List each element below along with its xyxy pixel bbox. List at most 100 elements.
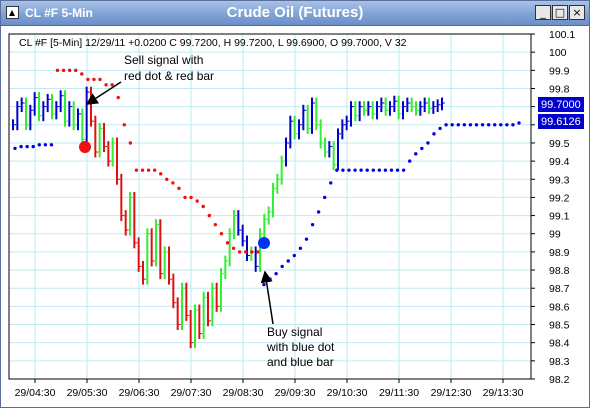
signal-dot-16 <box>110 83 114 87</box>
buy-label-line-1: Buy signal <box>267 325 322 339</box>
signal-dot-65 <box>407 159 412 163</box>
signal-dot-18 <box>122 123 127 127</box>
signal-dot-40 <box>256 250 260 254</box>
signal-dots <box>13 68 521 287</box>
signal-dot-13 <box>92 77 96 82</box>
signal-dot-52 <box>329 181 333 185</box>
y-tick-label-0: 98.2 <box>549 374 570 386</box>
signal-dot-76 <box>474 123 479 127</box>
y-tick-label-1: 98.3 <box>549 356 570 368</box>
signal-dot-74 <box>462 123 467 127</box>
x-tick-label-4: 29/08:30 <box>223 387 264 399</box>
y-tick-label-16: 99.8 <box>549 83 570 95</box>
x-tick-label-2: 29/06:30 <box>119 387 160 399</box>
price-badge-stop-bg <box>538 114 584 129</box>
signal-dot-39 <box>250 250 254 254</box>
price-bars <box>12 86 445 349</box>
x-tick-label-3: 29/07:30 <box>171 387 212 399</box>
symbol-label: CL #F 5-Min <box>25 6 93 20</box>
signal-dot-72 <box>450 123 454 127</box>
signal-dot-61 <box>383 168 388 172</box>
x-tick-label-0: 29/04:30 <box>15 387 56 399</box>
signal-dot-81 <box>505 123 509 127</box>
signal-dot-2 <box>25 144 29 149</box>
signal-dot-56 <box>353 168 357 172</box>
signal-dot-58 <box>365 168 369 172</box>
signal-dot-5 <box>43 143 48 147</box>
sell-label-line-2: red dot & red bar <box>124 69 214 83</box>
signal-dot-46 <box>292 253 297 258</box>
signal-dot-24 <box>159 172 163 176</box>
sell-label-line-1: Sell signal with <box>124 53 203 67</box>
maximize-button[interactable]: □ <box>552 5 568 20</box>
x-tick-label-7: 29/11:30 <box>379 387 419 399</box>
signal-dot-15 <box>104 83 108 87</box>
signal-dot-63 <box>395 168 400 172</box>
x-tick-label-5: 29/09:30 <box>275 387 316 399</box>
signal-dot-54 <box>341 168 345 172</box>
signal-dot-48 <box>304 237 309 241</box>
signal-dot-67 <box>420 146 424 151</box>
close-button[interactable]: × <box>569 5 585 20</box>
signal-dot-38 <box>244 250 248 254</box>
window-title: Crude Oil (Futures) <box>226 4 364 21</box>
y-tick-label-9: 99.1 <box>549 211 570 223</box>
signal-dot-51 <box>322 195 327 200</box>
signal-dot-43 <box>274 271 278 276</box>
signal-dot-79 <box>493 123 497 127</box>
signal-dot-36 <box>231 246 236 250</box>
signal-dot-37 <box>237 250 242 254</box>
x-tick-label-9: 29/13:30 <box>483 387 524 399</box>
y-axis: 98.2 98.3 98.4 98.5 98.6 98.7 98.8 98.9 99 99.1 99… <box>531 29 575 386</box>
signal-dot-6 <box>49 143 54 147</box>
signal-dot-30 <box>195 199 199 203</box>
signal-dot-47 <box>298 246 303 250</box>
chart-app-icon <box>6 6 19 19</box>
signal-dot-62 <box>389 168 394 172</box>
signal-dot-7 <box>55 68 60 73</box>
y-tick-label-5: 98.7 <box>549 283 570 295</box>
plot-frame <box>8 33 532 380</box>
signal-dot-4 <box>37 143 41 147</box>
info-line: CL #F [5-Min] 12/29/11 +0.0200 C 99.7200… <box>19 37 407 49</box>
signal-dot-14 <box>98 77 102 82</box>
signal-dot-32 <box>207 213 212 218</box>
y-tick-label-12: 99.4 <box>549 156 570 168</box>
signal-dot-71 <box>444 123 448 127</box>
signal-dot-83 <box>517 121 521 125</box>
buy-signal-dot <box>258 237 270 249</box>
signal-dot-77 <box>480 123 485 127</box>
title-bar[interactable]: CL #F 5-Min Crude Oil (Futures) _ □ × <box>1 1 589 26</box>
y-tick-label-8: 99 <box>549 229 561 241</box>
price-badge-stop-text: 99.6126 <box>541 116 581 128</box>
signal-dot-82 <box>511 123 515 127</box>
buy-label-line-3: and blue bar <box>267 355 334 369</box>
signal-dot-41 <box>262 282 266 287</box>
signal-dot-68 <box>426 141 430 145</box>
minimize-button[interactable]: _ <box>535 5 551 20</box>
signal-dot-17 <box>116 95 120 100</box>
signal-dot-19 <box>128 141 133 145</box>
x-tick-label-6: 29/10:30 <box>327 387 368 399</box>
signal-dot-28 <box>183 195 187 200</box>
signal-dot-45 <box>286 259 290 263</box>
signal-dot-29 <box>189 195 193 200</box>
signal-dot-26 <box>171 181 175 185</box>
signal-dot-57 <box>359 168 363 172</box>
y-tick-label-10: 99.2 <box>549 192 570 204</box>
buy-label-line-2: with blue dot <box>266 340 335 354</box>
sell-annotation: Sell signal with red dot & red bar <box>79 53 214 153</box>
x-tick-label-1: 29/05:30 <box>67 387 108 399</box>
y-tick-label-6: 98.8 <box>549 265 570 277</box>
sell-arrow <box>85 81 122 105</box>
signal-dot-11 <box>80 72 84 76</box>
signal-dot-59 <box>371 168 375 172</box>
y-tick-label-19: 100.1 <box>549 29 575 41</box>
signal-dot-53 <box>335 168 339 172</box>
signal-dot-25 <box>165 177 169 181</box>
x-axis: 29/04:30 29/05:30 29/06:30 29/07:30 29/08:30… <box>15 379 524 399</box>
y-tick-label-7: 98.9 <box>549 247 570 259</box>
signal-dot-10 <box>74 68 78 73</box>
price-chart[interactable]: CL #F [5-Min] 12/29/11 +0.0200 C 99.7200… <box>1 26 589 406</box>
